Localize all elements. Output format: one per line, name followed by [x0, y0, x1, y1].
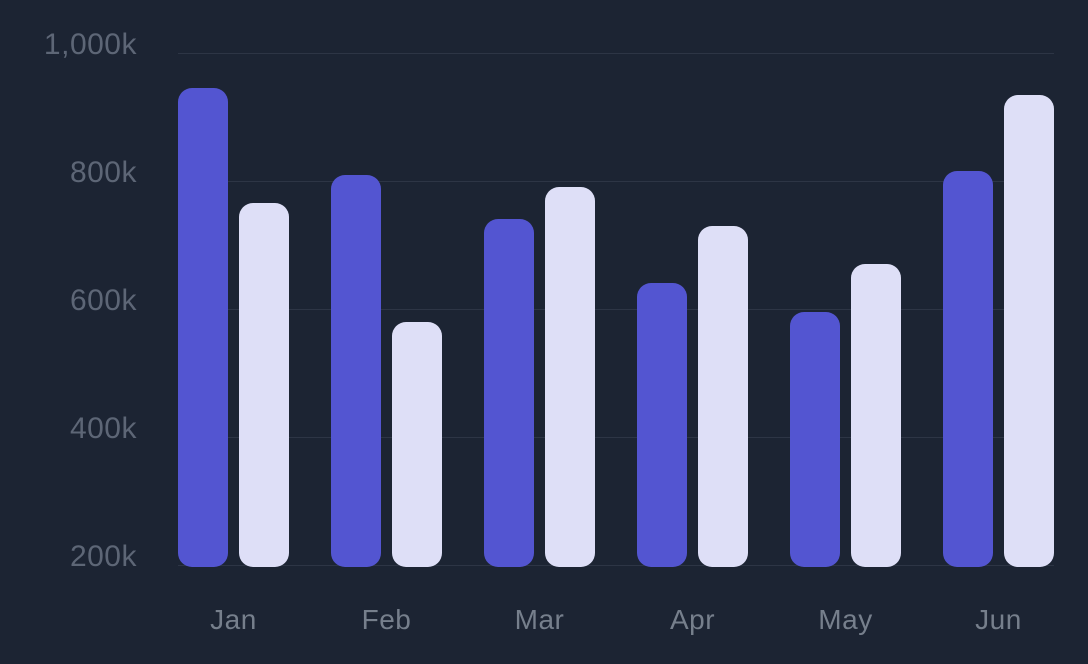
- bar-jan-secondary: [239, 203, 289, 567]
- gridline: [178, 437, 1054, 438]
- gridline: [178, 53, 1054, 54]
- y-tick-label: 800k: [69, 156, 137, 189]
- y-tick-label: 400k: [69, 412, 137, 445]
- bar-jun-secondary: [1004, 94, 1054, 567]
- bar-mar-secondary: [545, 187, 595, 567]
- gridline: [178, 181, 1054, 182]
- x-tick-label: Feb: [361, 604, 412, 635]
- x-tick-label: May: [818, 604, 873, 635]
- y-tick-label: 600k: [69, 284, 137, 317]
- bar-jun-primary: [943, 171, 993, 567]
- y-tick-label: 1,000k: [43, 28, 137, 61]
- bar-mar-primary: [484, 219, 534, 567]
- bar-may-secondary: [851, 264, 901, 567]
- gridline: [178, 565, 1054, 566]
- bar-apr-secondary: [698, 225, 748, 567]
- y-tick-label: 200k: [69, 540, 137, 573]
- bar-feb-primary: [331, 174, 381, 567]
- x-tick-label: Apr: [669, 604, 716, 635]
- bar-may-primary: [790, 312, 840, 567]
- x-tick-label: Jun: [975, 604, 1022, 635]
- bar-jan-primary: [178, 88, 228, 567]
- bar-apr-primary: [637, 283, 687, 567]
- x-tick-label: Mar: [514, 604, 565, 635]
- bar-feb-secondary: [392, 321, 442, 567]
- gridline: [178, 309, 1054, 310]
- x-tick-label: Jan: [210, 604, 257, 635]
